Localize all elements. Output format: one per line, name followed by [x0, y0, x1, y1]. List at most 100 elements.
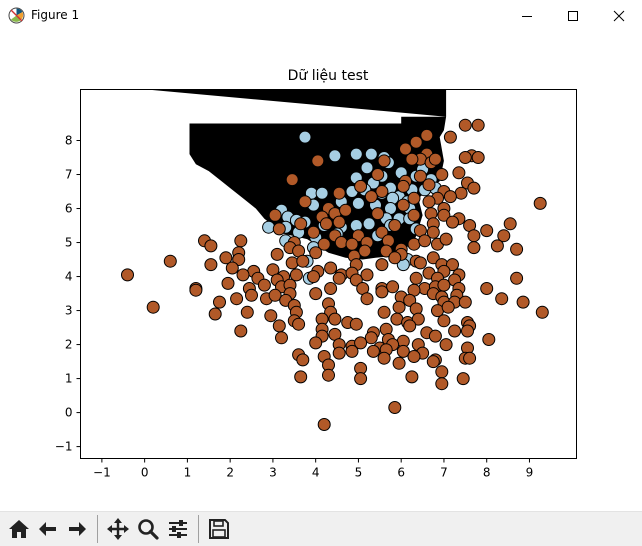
data-point — [467, 241, 481, 255]
configure-subplots-button[interactable] — [164, 515, 192, 543]
data-point — [495, 292, 509, 306]
data-point — [448, 324, 462, 338]
data-point — [296, 353, 310, 367]
data-point — [358, 244, 372, 258]
data-point — [510, 271, 524, 285]
data-point — [458, 151, 472, 164]
data-point — [503, 217, 517, 231]
data-point — [439, 232, 453, 246]
x-tick-label: 4 — [312, 466, 320, 480]
data-point — [407, 237, 421, 251]
zoom-button[interactable] — [134, 515, 162, 543]
data-point — [324, 282, 338, 295]
data-point — [163, 254, 177, 268]
data-point — [351, 196, 365, 210]
data-point — [388, 251, 402, 265]
data-point — [388, 401, 402, 414]
close-button[interactable] — [596, 0, 642, 31]
x-tick-label: 3 — [269, 466, 277, 480]
data-point — [377, 154, 391, 168]
navigation-toolbar — [0, 511, 642, 546]
data-point — [392, 300, 406, 314]
data-point — [322, 368, 335, 382]
data-point — [411, 312, 425, 326]
data-point — [490, 239, 504, 253]
data-point — [328, 312, 342, 326]
data-point — [435, 377, 449, 391]
maximize-button[interactable] — [550, 0, 596, 31]
sliders-icon — [169, 520, 187, 538]
data-point — [349, 147, 363, 161]
data-point — [360, 292, 374, 306]
data-point — [364, 147, 378, 161]
data-point — [375, 258, 389, 272]
forward-button[interactable] — [63, 515, 91, 543]
data-point — [409, 135, 423, 149]
data-point — [364, 190, 378, 204]
y-tick-label: 2 — [65, 338, 73, 352]
data-point — [221, 276, 235, 290]
data-point — [422, 195, 436, 209]
data-point — [435, 365, 449, 379]
data-point — [446, 215, 459, 229]
data-point — [375, 185, 389, 198]
data-point — [437, 208, 451, 222]
y-tick-label: 3 — [65, 304, 73, 318]
data-point — [324, 261, 338, 275]
minimize-button[interactable] — [504, 0, 550, 31]
data-point — [332, 186, 346, 200]
data-point — [407, 191, 421, 205]
floppy-disk-icon — [209, 519, 229, 539]
data-point — [388, 219, 402, 232]
data-point — [480, 282, 494, 295]
data-point — [354, 336, 368, 350]
data-point — [309, 336, 323, 350]
data-point — [345, 344, 359, 358]
data-point — [467, 181, 481, 195]
y-tick-label: −1 — [55, 440, 73, 454]
data-point — [471, 151, 485, 164]
y-tick-label: 0 — [65, 406, 73, 420]
data-point — [407, 208, 421, 222]
pan-button[interactable] — [104, 515, 132, 543]
data-point — [264, 309, 278, 323]
data-point — [234, 234, 248, 248]
data-point — [208, 307, 222, 321]
save-button[interactable] — [205, 515, 233, 543]
figure-canvas[interactable]: −1 0 1 2 3 4 5 6 7 8 9 −1 0 1 2 3 4 5 6 7 8 Dữ liệu test — [0, 31, 642, 511]
data-point — [204, 239, 218, 253]
data-point — [420, 128, 434, 142]
data-point — [213, 295, 226, 309]
data-point — [510, 242, 524, 256]
data-point — [354, 179, 368, 193]
data-point — [426, 225, 440, 239]
data-point — [403, 293, 417, 307]
arrow-left-icon — [39, 522, 56, 536]
data-point — [454, 186, 468, 200]
data-point — [441, 300, 455, 314]
data-point — [426, 355, 440, 369]
x-tick-label: 2 — [226, 466, 234, 480]
data-point — [467, 229, 481, 243]
maximize-icon — [568, 10, 578, 21]
y-tick-label: 5 — [65, 236, 73, 250]
back-button[interactable] — [34, 515, 62, 543]
data-point — [396, 198, 410, 212]
scatter-chart: −1 0 1 2 3 4 5 6 7 8 9 −1 0 1 2 3 4 5 6 7 8 Dữ liệu test — [55, 68, 577, 480]
data-point — [452, 166, 466, 180]
data-point — [379, 244, 393, 258]
data-point — [386, 280, 400, 294]
data-point — [446, 258, 459, 272]
data-point — [375, 225, 389, 239]
data-point — [366, 344, 380, 358]
magnifier-icon — [138, 519, 159, 540]
data-point — [533, 196, 547, 210]
window-titlebar: Figure 1 — [0, 0, 642, 31]
data-point — [275, 331, 288, 345]
home-button[interactable] — [5, 515, 33, 543]
y-tick-label: 7 — [65, 168, 73, 182]
data-point — [292, 317, 306, 331]
data-point — [345, 237, 359, 251]
data-point — [309, 246, 323, 260]
toolbar-separator — [97, 515, 98, 543]
